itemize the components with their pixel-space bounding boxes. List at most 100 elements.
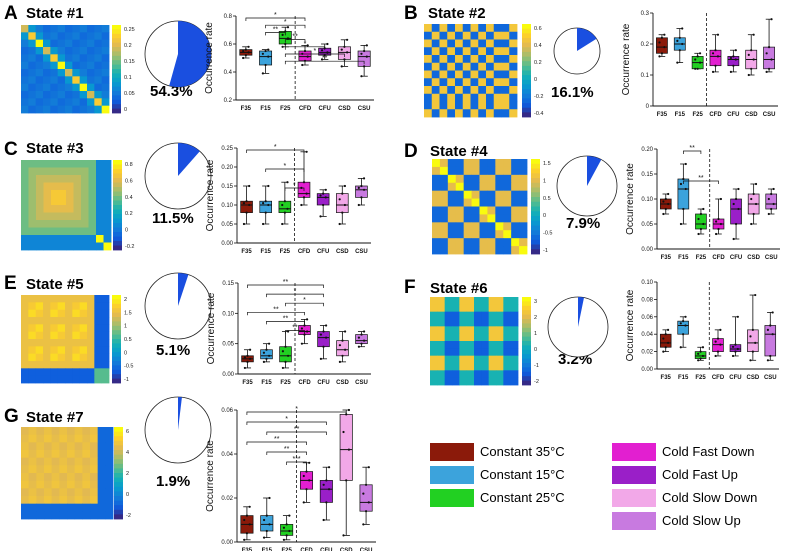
matrix-cell [97, 503, 106, 512]
colorbar-segment [112, 374, 121, 379]
matrix-cell [478, 39, 487, 48]
matrix-cell [87, 317, 95, 325]
data-point [319, 357, 323, 360]
x-tick-label: F15 [678, 375, 689, 381]
data-point [701, 346, 705, 349]
data-point [264, 211, 267, 214]
matrix-cell [35, 302, 44, 311]
y-axis-label: Occurrence rate [621, 23, 632, 95]
data-point [765, 70, 768, 73]
y-tick-label: 0.15 [221, 184, 233, 190]
matrix-cell [105, 511, 114, 520]
data-point [362, 492, 365, 495]
matrix-cell [65, 98, 73, 107]
y-tick-label: 0.2 [224, 98, 233, 104]
percent-a: 54.3% [150, 83, 193, 100]
data-point [678, 36, 681, 39]
data-point [325, 501, 328, 504]
data-point [343, 184, 346, 188]
box-cfu [730, 198, 742, 225]
matrix-cell [462, 93, 471, 102]
matrix-cell [487, 166, 496, 176]
data-point [357, 186, 360, 189]
x-tick-label: CSU [764, 375, 777, 381]
matrix-cell [510, 348, 519, 357]
matrix-cell [439, 166, 449, 176]
matrix-cell [65, 69, 73, 77]
matrix-cell [503, 319, 512, 327]
x-tick-label: CFU [317, 380, 329, 386]
matrix-cell [96, 175, 104, 183]
matrix-cell [470, 101, 479, 110]
matrix-cell [96, 242, 104, 251]
matrix-cell [88, 190, 97, 198]
matrix-cell [82, 457, 91, 466]
significance-bracket [683, 180, 719, 184]
matrix-cell [66, 242, 74, 251]
data-point [367, 466, 370, 469]
data-point [699, 357, 702, 360]
matrix-cell [28, 220, 37, 228]
colorbar-segment [112, 352, 121, 357]
matrix-cell [51, 227, 59, 236]
matrix-cell [511, 246, 520, 255]
colorbar-segment [522, 89, 531, 95]
matrix-cell [21, 83, 29, 92]
data-point [320, 58, 324, 61]
matrix-cell [35, 339, 44, 347]
matrix-cell [519, 182, 528, 192]
matrix-cell [72, 54, 81, 63]
matrix-cell [466, 304, 475, 313]
matrix-cell [82, 434, 91, 443]
data-point [684, 162, 687, 166]
data-point [286, 330, 290, 333]
matrix-cell [519, 214, 528, 223]
matrix-cell [67, 511, 76, 520]
colorbar-segment [522, 332, 531, 337]
matrix-cell [105, 465, 114, 474]
matrix-cell [43, 375, 51, 384]
matrix-cell [28, 54, 37, 63]
colorbar-segment [112, 295, 121, 300]
matrix-cell [72, 361, 81, 369]
matrix-cell [493, 62, 502, 71]
colorbar-segment [112, 51, 121, 57]
matrix-cell [437, 341, 446, 349]
data-point [754, 182, 758, 186]
y-tick-label: 0.02 [221, 496, 233, 502]
matrix-cell [59, 496, 68, 505]
data-point [682, 177, 685, 181]
data-point [736, 347, 739, 351]
matrix-cell [509, 31, 518, 40]
data-point [662, 337, 665, 340]
data-point [245, 532, 249, 535]
data-point [734, 197, 738, 201]
matrix-cell [50, 25, 59, 33]
colorbar-segment [112, 82, 121, 87]
matrix-cell [28, 503, 37, 512]
matrix-cell [90, 442, 99, 451]
matrix-cell [43, 339, 51, 347]
matrix-cell [28, 227, 37, 236]
matrix-cell [82, 427, 91, 436]
data-point [360, 196, 363, 199]
matrix-cell [495, 198, 504, 207]
matrix-cell [43, 242, 52, 251]
matrix-cell [57, 98, 66, 107]
matrix-cell [101, 76, 110, 85]
percent-g: 1.9% [156, 473, 191, 490]
data-point [360, 333, 363, 336]
data-point [327, 488, 331, 491]
matrix-cell [43, 368, 51, 377]
colorbar-tick-label: 0.15 [124, 59, 135, 65]
data-point [248, 348, 252, 351]
matrix-cell [439, 206, 449, 215]
pie-slice [178, 396, 182, 430]
matrix-cell [73, 160, 82, 168]
significance-bracket [246, 411, 347, 415]
colorbar-tick-label: -1 [534, 363, 539, 369]
matrix-cell [496, 304, 504, 313]
matrix-cell [463, 230, 472, 239]
matrix-cell [487, 230, 496, 239]
colorbar-segment [522, 354, 531, 359]
